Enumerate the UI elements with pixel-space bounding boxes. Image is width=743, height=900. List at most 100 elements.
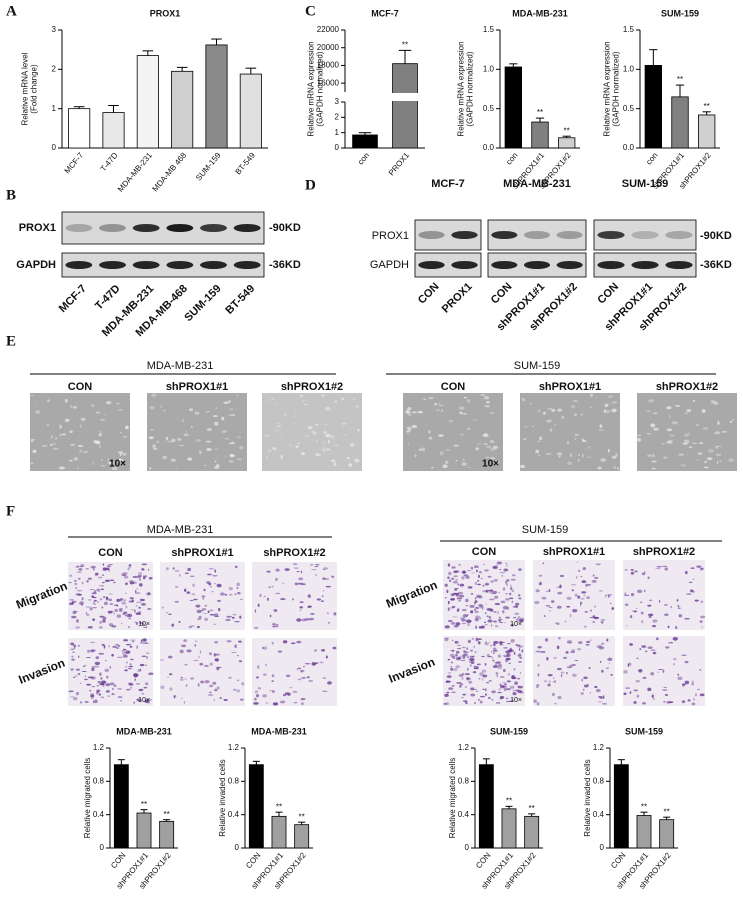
cell xyxy=(650,649,656,652)
cell xyxy=(515,605,518,608)
cell xyxy=(149,429,154,431)
cell xyxy=(464,686,468,688)
cell xyxy=(301,583,306,586)
blot-band xyxy=(200,261,227,269)
cell xyxy=(79,424,82,429)
cell xyxy=(90,404,95,408)
cell xyxy=(607,657,613,662)
cell xyxy=(192,583,195,588)
lane-label: MCF-7 xyxy=(57,283,89,315)
cell xyxy=(30,439,34,443)
cell xyxy=(594,396,597,399)
cell xyxy=(176,467,178,470)
cell xyxy=(149,467,152,470)
cell xyxy=(583,676,588,680)
cell xyxy=(683,412,689,415)
cell xyxy=(226,615,232,618)
cell xyxy=(100,683,104,686)
cell xyxy=(474,617,479,622)
micrograph xyxy=(30,393,130,471)
cell xyxy=(648,613,654,617)
cell xyxy=(78,568,83,571)
cell xyxy=(578,641,583,644)
cell xyxy=(167,440,172,443)
cell xyxy=(566,640,573,644)
panel-letter: F xyxy=(6,503,15,519)
cell xyxy=(475,625,478,629)
cell xyxy=(482,584,485,587)
cell xyxy=(196,438,201,442)
cell xyxy=(510,639,515,643)
cell xyxy=(69,430,73,434)
cell xyxy=(228,460,234,463)
cell xyxy=(138,688,144,692)
cell xyxy=(123,599,127,601)
cell xyxy=(355,404,360,408)
cell xyxy=(608,662,611,664)
cell xyxy=(90,641,95,644)
cell xyxy=(224,593,228,596)
cell xyxy=(303,665,305,668)
cell xyxy=(301,677,307,679)
cell xyxy=(510,623,514,627)
cell xyxy=(117,656,123,658)
cell xyxy=(70,404,72,409)
cell xyxy=(147,591,151,596)
cell xyxy=(715,453,722,456)
cell xyxy=(307,605,310,609)
cell xyxy=(653,621,656,623)
cell xyxy=(454,588,459,590)
cell xyxy=(638,669,643,673)
cell xyxy=(671,421,678,425)
bar xyxy=(531,121,549,149)
bar xyxy=(501,808,517,849)
cell xyxy=(492,590,498,594)
magnification: 10× xyxy=(482,459,499,470)
cell xyxy=(681,700,686,704)
cell xyxy=(214,688,218,692)
cell xyxy=(85,606,91,608)
cell xyxy=(504,622,506,624)
x-tick-label: con xyxy=(644,151,659,167)
cell xyxy=(439,451,444,456)
micrograph xyxy=(68,562,153,630)
cell xyxy=(207,573,212,576)
significance: ** xyxy=(564,126,570,135)
cell xyxy=(117,688,122,690)
cell xyxy=(77,444,84,448)
cell xyxy=(153,447,158,450)
cell xyxy=(627,663,629,668)
cell xyxy=(105,684,110,686)
cell xyxy=(53,447,59,450)
cell xyxy=(179,649,184,654)
cell xyxy=(635,680,641,683)
cell xyxy=(633,689,639,692)
cell xyxy=(75,586,78,590)
cell xyxy=(257,687,262,690)
cell xyxy=(467,623,470,627)
cell xyxy=(186,591,191,594)
cell xyxy=(506,606,510,611)
cell xyxy=(506,565,508,567)
cell xyxy=(196,609,202,614)
cell xyxy=(98,432,103,437)
cell xyxy=(253,702,259,705)
cell xyxy=(611,455,617,459)
cell xyxy=(123,611,128,615)
micrograph xyxy=(68,638,153,706)
cell xyxy=(468,658,475,661)
cell xyxy=(181,697,183,700)
cell xyxy=(201,595,206,598)
cell xyxy=(236,394,239,397)
cell xyxy=(506,643,511,645)
cell xyxy=(93,440,99,444)
cell xyxy=(331,452,333,455)
row-label: Migration xyxy=(14,579,69,612)
cell xyxy=(485,682,490,684)
cell xyxy=(554,622,558,624)
cell xyxy=(323,449,325,453)
y-axis-label: (GAPDH normalized) xyxy=(612,51,621,126)
cell xyxy=(100,677,103,680)
cell xyxy=(508,673,510,676)
cell xyxy=(581,590,587,594)
